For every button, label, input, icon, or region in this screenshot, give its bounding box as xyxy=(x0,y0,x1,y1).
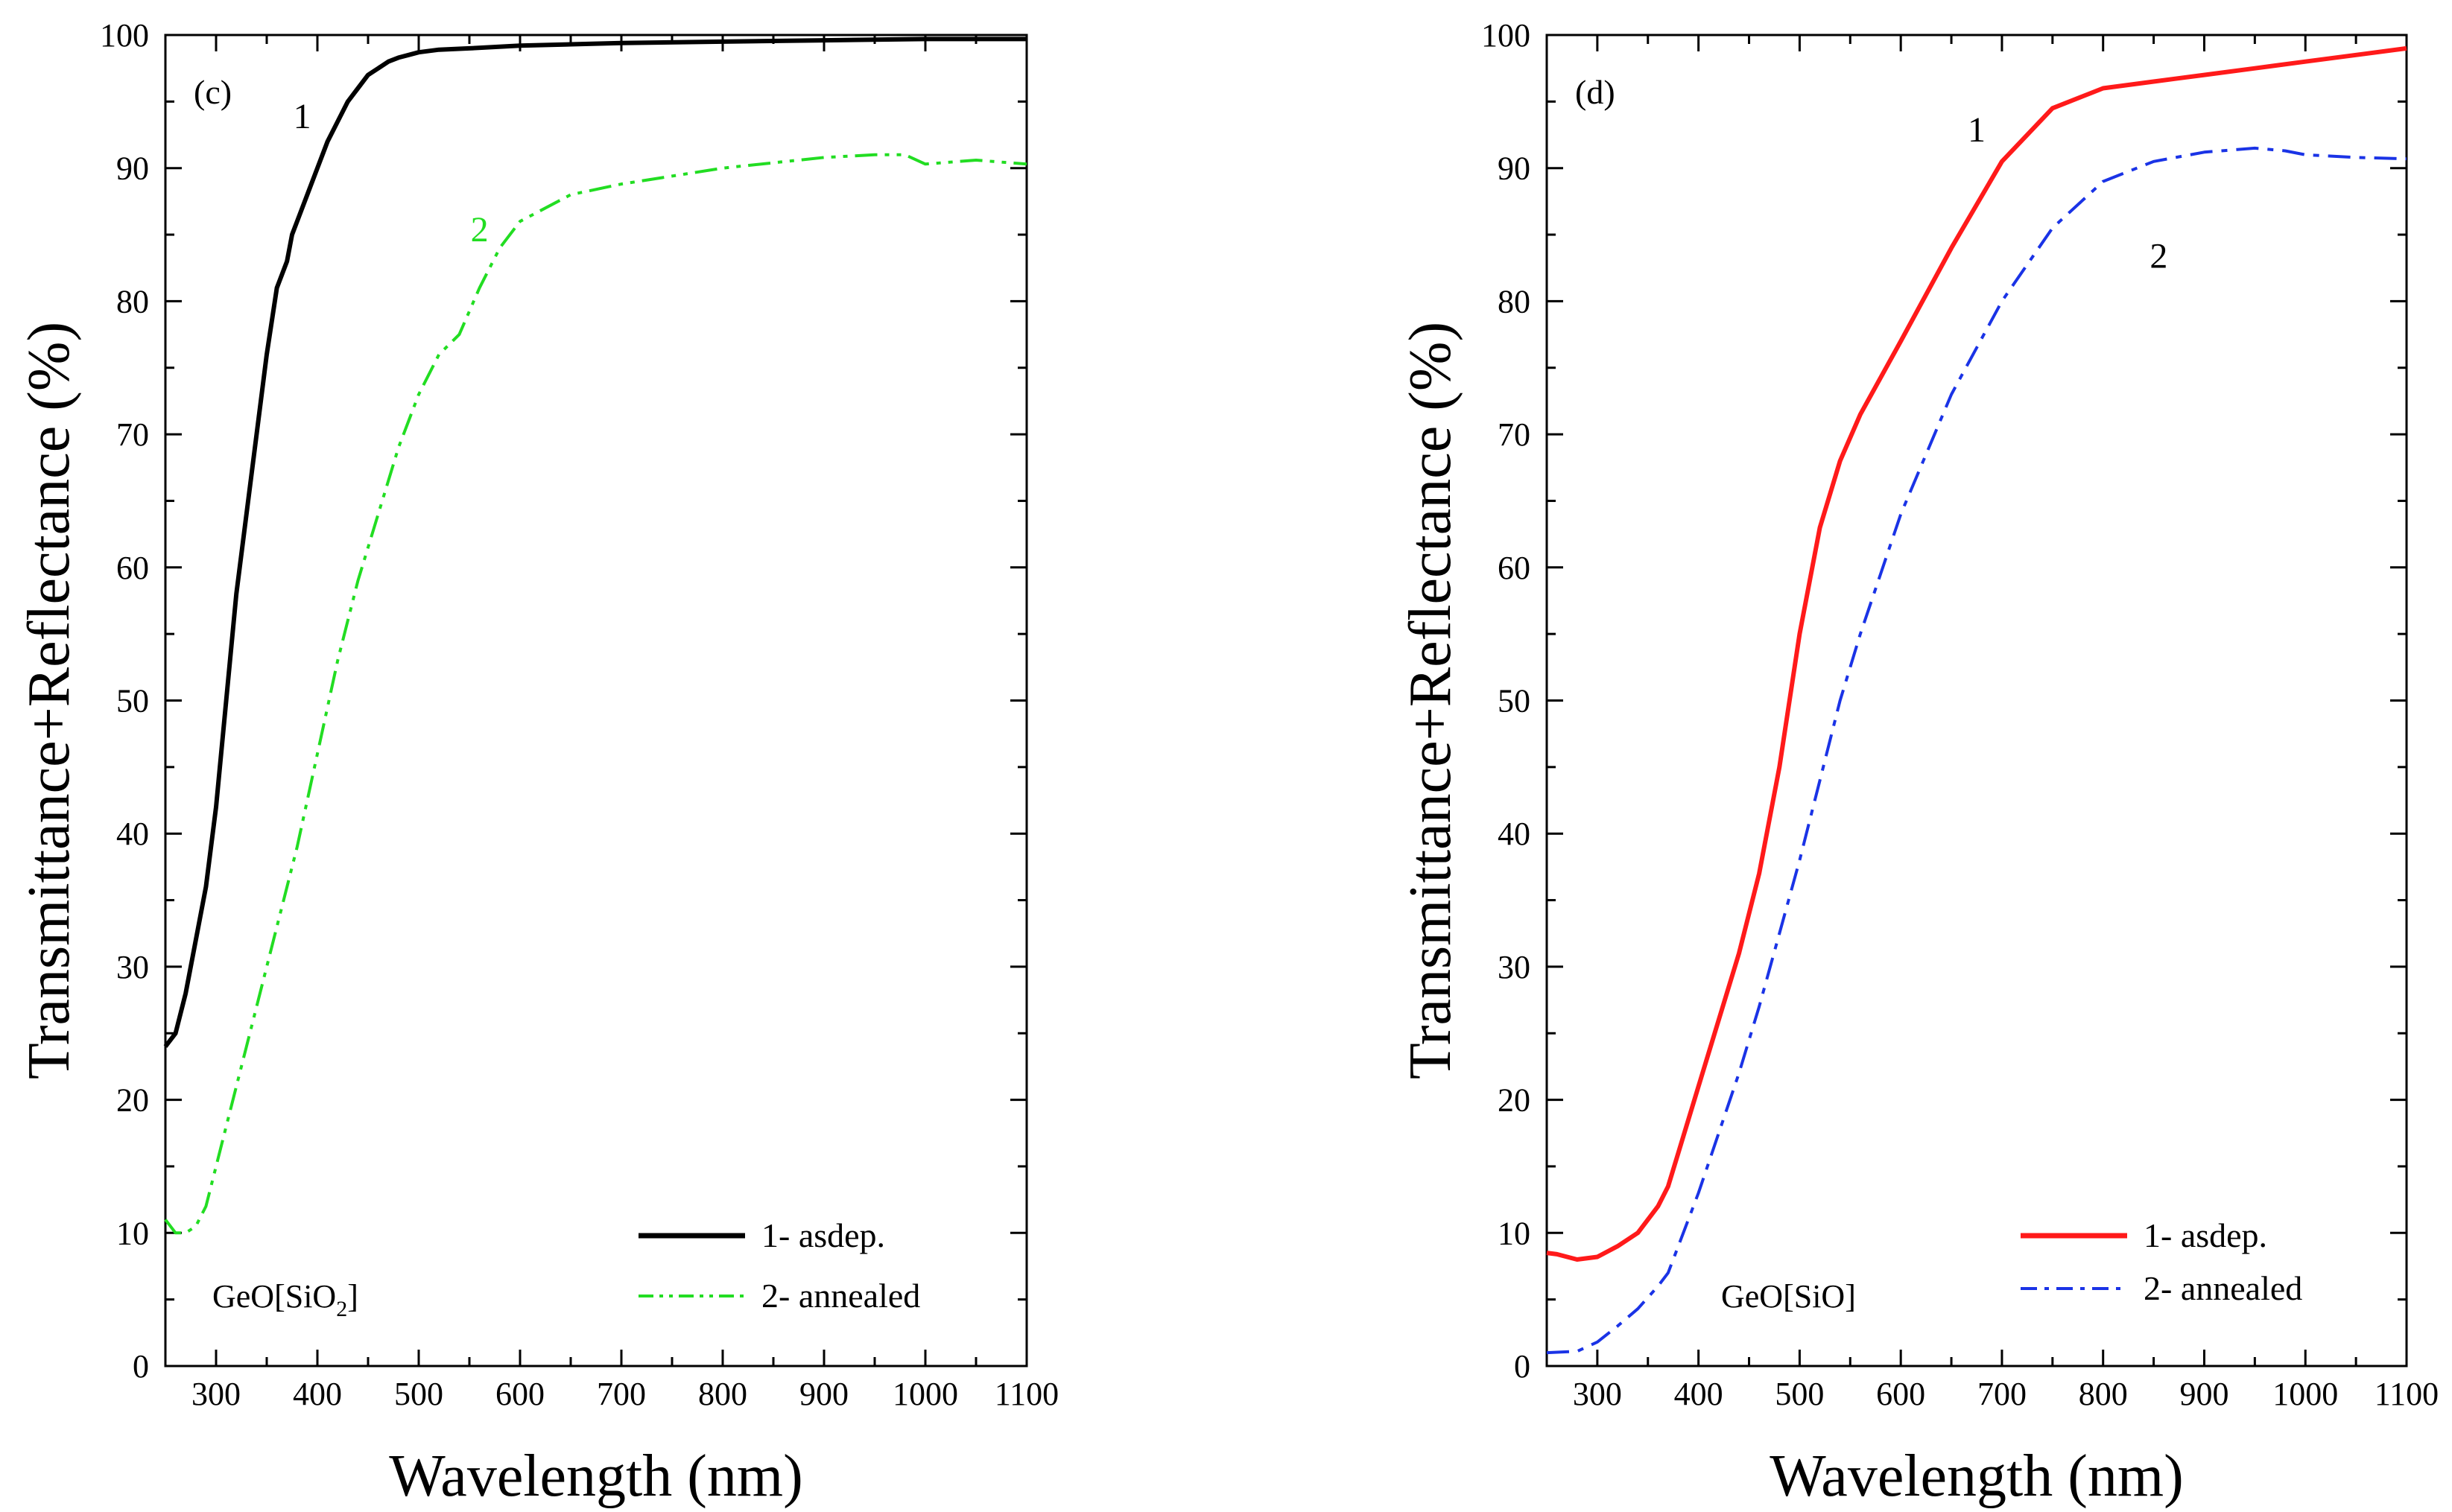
series-1-line xyxy=(1546,45,2407,1262)
x-tick-label: 900 xyxy=(2179,1376,2228,1412)
x-tick-label: 400 xyxy=(293,1376,342,1412)
sample-label-base: GeO[SiO] xyxy=(1721,1278,1856,1315)
y-tick-label: 70 xyxy=(116,416,149,453)
curve-label-1: 1 xyxy=(1968,110,1986,150)
x-tick-label: 600 xyxy=(495,1376,545,1412)
y-tick-label: 10 xyxy=(116,1215,149,1251)
y-tick-label: 20 xyxy=(1498,1082,1530,1119)
y-tick-label: 10 xyxy=(1498,1215,1530,1251)
series-1-line xyxy=(163,36,1027,1048)
x-tick-label: 600 xyxy=(1876,1376,1925,1412)
panel-d-chart: 300 400 500 600 700 800 900 1000 110001020304050… xyxy=(1398,17,2439,1509)
sample-label: GeO[SiO] xyxy=(1721,1278,1856,1315)
legend-label-1: 1- asdep. xyxy=(2144,1216,2267,1254)
legend-label-2: 2- annealed xyxy=(2144,1269,2302,1307)
legend-label-1: 1- asdep. xyxy=(761,1216,885,1254)
y-tick-label: 30 xyxy=(1498,949,1530,985)
x-tick-label: 700 xyxy=(597,1376,646,1412)
y-tick-label: 100 xyxy=(100,17,149,54)
curve-label-2: 2 xyxy=(2150,237,2167,276)
x-tick-label: 300 xyxy=(1573,1376,1622,1412)
panel-label: (d) xyxy=(1575,73,1615,111)
x-tick-label: 300 xyxy=(191,1376,241,1412)
y-tick-label: 60 xyxy=(1498,550,1530,586)
x-axis-title: Wavelength (nm) xyxy=(1770,1443,2184,1509)
x-tick-label: 900 xyxy=(799,1376,849,1412)
curve-label-1: 1 xyxy=(294,97,311,136)
y-tick-label: 50 xyxy=(1498,683,1530,720)
x-tick-label: 1100 xyxy=(2375,1376,2439,1412)
y-tick-label: 40 xyxy=(116,816,149,852)
x-tick-label: 800 xyxy=(698,1376,747,1412)
y-tick-label: 40 xyxy=(1498,816,1530,852)
x-tick-label: 1100 xyxy=(995,1376,1059,1412)
y-tick-label: 0 xyxy=(1514,1348,1530,1385)
sample-label: GeO[SiO2] xyxy=(212,1278,358,1321)
curve-label-2: 2 xyxy=(471,210,489,250)
y-tick-label: 80 xyxy=(1498,283,1530,320)
x-tick-label: 800 xyxy=(2079,1376,2128,1412)
x-tick-label: 1000 xyxy=(893,1376,958,1412)
y-tick-label: 80 xyxy=(116,283,149,320)
y-tick-label: 20 xyxy=(116,1082,149,1119)
y-tick-label: 50 xyxy=(116,683,149,720)
sample-label-subscript: 2 xyxy=(336,1297,347,1321)
x-axis-title: Wavelength (nm) xyxy=(389,1443,803,1509)
sample-label-tail: ] xyxy=(347,1278,358,1315)
x-tick-label: 400 xyxy=(1674,1376,1723,1412)
y-tick-label: 90 xyxy=(1498,150,1530,187)
y-tick-label: 90 xyxy=(116,150,149,187)
y-tick-label: 70 xyxy=(1498,416,1530,453)
panel-c-chart: 300 400 500 600 700 800 900 1000 110001020304050… xyxy=(16,17,1059,1509)
y-tick-label: 30 xyxy=(116,949,149,985)
series-2-line xyxy=(164,153,1027,1235)
x-tick-label: 500 xyxy=(394,1376,443,1412)
x-tick-label: 1000 xyxy=(2272,1376,2338,1412)
y-axis-title: Transmittance+Reflectance (%) xyxy=(1398,322,1463,1079)
y-axis-title: Transmittance+Reflectance (%) xyxy=(16,322,82,1079)
x-tick-label: 500 xyxy=(1775,1376,1824,1412)
legend-label-2: 2- annealed xyxy=(761,1277,920,1315)
y-tick-label: 60 xyxy=(116,550,149,586)
panel-label: (c) xyxy=(194,73,232,111)
y-tick-label: 0 xyxy=(133,1348,149,1385)
y-tick-label: 100 xyxy=(1481,17,1530,54)
series-2-line xyxy=(1546,146,2407,1355)
x-tick-label: 700 xyxy=(1977,1376,2027,1412)
sample-label-base: GeO[SiO xyxy=(212,1278,336,1315)
